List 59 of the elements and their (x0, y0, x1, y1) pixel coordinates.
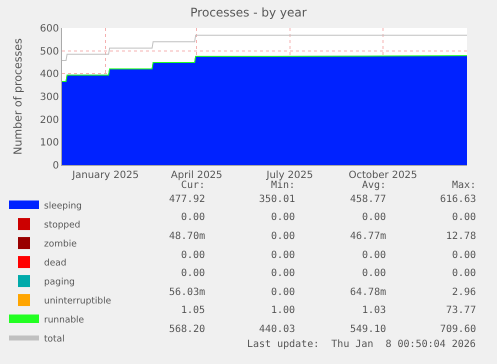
text: 0.00 (271, 231, 296, 242)
text: 616.63 (440, 194, 476, 205)
x-tick-label: October 2025 (348, 170, 418, 182)
y-tick-label: 400 (40, 69, 59, 80)
text: 0.00 (271, 250, 296, 261)
legend-label: paging (44, 278, 75, 288)
text: 477.92 (169, 194, 206, 205)
text: 0.00 (452, 268, 476, 279)
text: 73.77 (446, 305, 476, 316)
chart-title: Processes - by year (190, 5, 307, 20)
text: Min: (271, 180, 296, 191)
text: 46.77m (350, 231, 386, 242)
text: 48.70m (169, 231, 206, 242)
text: 0.00 (181, 268, 206, 279)
y-tick-label: 600 (40, 24, 59, 34)
text: 56.03m (169, 287, 206, 298)
text: 0.00 (181, 212, 206, 223)
text: 549.10 (350, 324, 386, 335)
legend-label: uninterruptible (44, 296, 112, 307)
legend-label: zombie (44, 240, 78, 250)
text: 0.00 (271, 287, 296, 298)
text: Last update: Thu Jan 8 00:50:04 2026 (247, 339, 476, 350)
y-tick-label: 100 (40, 138, 59, 149)
text: 709.60 (440, 324, 476, 335)
text: Avg: (362, 180, 386, 191)
y-tick-label: 200 (40, 114, 59, 126)
text: 0.00 (271, 212, 296, 223)
y-tick-label: 300 (40, 92, 59, 104)
text: 1.00 (271, 305, 296, 316)
text: 0.00 (362, 212, 386, 223)
x-tick-label: April 2025 (170, 170, 222, 182)
text: 12.78 (446, 231, 476, 242)
legend-label: stopped (44, 220, 80, 231)
text: 350.01 (259, 194, 296, 205)
text: Max: (452, 180, 476, 191)
x-tick-label: July 2025 (265, 170, 314, 182)
legend-label: sleeping (44, 202, 82, 212)
text: 0.00 (362, 268, 386, 279)
legend-label: runnable (44, 316, 85, 326)
line-series (62, 34, 467, 61)
legend-label: dead (44, 258, 66, 269)
text: Cur: (181, 180, 206, 191)
text: 1.03 (362, 305, 386, 316)
legend-label: total (44, 334, 65, 345)
y-tick-label: 0 (52, 160, 59, 172)
y-axis-title: Number of processes (12, 38, 25, 155)
text: 0.00 (181, 250, 206, 261)
text: 64.78m (350, 287, 386, 298)
text: 458.77 (350, 194, 386, 205)
text: 0.00 (271, 268, 296, 279)
text: 0.00 (452, 212, 476, 223)
text: 568.20 (169, 324, 206, 335)
y-tick-label: 500 (40, 46, 59, 58)
text: 1.05 (181, 305, 206, 316)
text: 0.00 (452, 250, 476, 261)
text: 2.96 (452, 287, 476, 298)
text: 0.00 (362, 250, 386, 261)
text: 440.03 (259, 324, 296, 335)
x-tick-label: January 2025 (71, 170, 139, 182)
